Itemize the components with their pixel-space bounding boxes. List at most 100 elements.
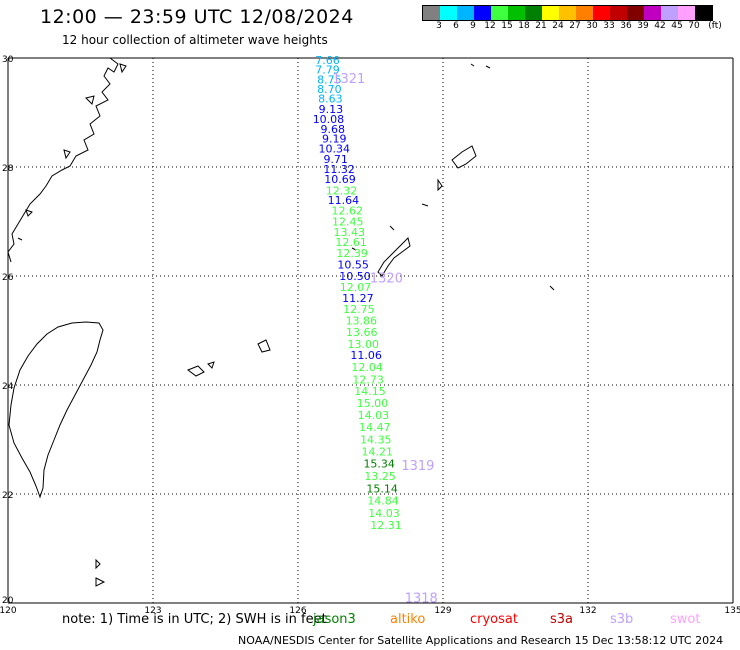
color-scale-label: 42: [654, 21, 666, 31]
color-swatch-0: [423, 6, 440, 20]
color-swatch-14: [661, 6, 678, 20]
satellite-legend-s3a: s3a: [550, 612, 574, 627]
wave-height-value: 9.71: [323, 153, 348, 166]
color-scale-label: 30: [586, 21, 598, 31]
wave-height-value: 9.13: [319, 103, 344, 116]
wave-height-value: 10.50: [339, 270, 371, 283]
small-islets: [95, 63, 555, 587]
lat-tick-label: 30: [2, 55, 14, 65]
color-scale-label: 39: [637, 21, 649, 31]
color-scale-label: 9: [470, 21, 476, 31]
wave-height-value: 12.62: [332, 205, 364, 218]
color-scale-label: 15: [501, 21, 513, 31]
wave-height-value: 12.07: [340, 281, 372, 294]
taiwan-coastline: [8, 321, 104, 499]
wave-height-value: 14.84: [367, 495, 399, 508]
satellite-legend-altiko: altiko: [390, 612, 426, 627]
satellite-legend-s3b: s3b: [610, 612, 634, 627]
color-swatch-4: [491, 6, 508, 20]
wave-height-value: 8.63: [318, 92, 343, 105]
wave-height-value: 13.25: [364, 470, 396, 483]
wave-height-value: 13.86: [346, 315, 378, 328]
color-scale-label: 3: [436, 21, 442, 31]
pass-id-label: 1320: [370, 272, 403, 287]
graticule: [7, 57, 734, 604]
axis-labels: 120 123 126 129 132 135 30 28 26 24 22 20: [0, 55, 740, 616]
lon-tick-label: 132: [579, 606, 596, 616]
china-coast-islets: [17, 63, 127, 241]
coastlines: [7, 57, 555, 587]
lon-tick-label: 120: [0, 606, 17, 616]
color-scale-label: 12: [484, 21, 496, 31]
color-swatch-13: [644, 6, 661, 20]
color-scale-label: 27: [569, 21, 581, 31]
wave-height-value: 12.31: [370, 519, 402, 532]
color-scale-label: 24: [552, 21, 564, 31]
wave-height-value: 12.32: [326, 184, 358, 197]
color-swatch-11: [610, 6, 627, 20]
wave-height-value: 14.21: [362, 445, 394, 458]
wave-height-value: 10.34: [319, 142, 351, 155]
wave-height-value: 13.00: [348, 338, 380, 351]
color-swatch-7: [542, 6, 559, 20]
wave-height-value: 14.03: [368, 507, 400, 520]
color-scale-label: 6: [453, 21, 459, 31]
wave-height-value: 14.15: [354, 385, 386, 398]
wave-height-value: 11.32: [323, 163, 355, 176]
satellite-legend-swot: swot: [670, 612, 701, 627]
color-scale-label: 45: [671, 21, 683, 31]
wave-height-value: 8.75: [317, 73, 342, 86]
wave-height-value: 10.69: [324, 173, 356, 186]
pass-id-label: 1318: [405, 592, 438, 607]
pass-id-label: 1319: [401, 459, 434, 474]
color-scale-label: 18: [518, 21, 530, 31]
wave-height-observations: 7.667.798.758.708.639.1310.089.689.1910.…: [313, 54, 402, 532]
credit-line: NOAA/NESDIS Center for Satellite Applica…: [238, 634, 724, 647]
wave-height-value: 8.70: [317, 83, 342, 96]
color-scale-bar: [422, 5, 713, 21]
wave-height-value: 14.03: [358, 409, 390, 422]
china-coastline: [7, 57, 119, 263]
wave-height-value: 15.34: [363, 457, 395, 470]
pass-ids: 1321 1320 1319 1318: [332, 72, 438, 606]
lat-tick-label: 24: [2, 382, 14, 392]
map-title: 12:00 — 23:59 UTC 12/08/2024: [40, 6, 354, 28]
wave-height-value: 14.47: [359, 421, 391, 434]
lat-tick-label: 28: [2, 164, 14, 174]
satellite-legend-cryosat: cryosat: [470, 612, 518, 627]
map-subtitle: 12 hour collection of altimeter wave hei…: [62, 33, 328, 47]
lon-tick-label: 123: [144, 606, 161, 616]
color-scale-label: (ft): [708, 21, 722, 31]
lon-tick-label: 129: [434, 606, 451, 616]
color-scale-label: 36: [620, 21, 632, 31]
wave-height-value: 7.66: [315, 54, 340, 67]
wave-height-value: 11.27: [342, 292, 374, 305]
wave-height-value: 15.14: [366, 483, 398, 496]
color-swatch-3: [474, 6, 491, 20]
color-swatch-5: [508, 6, 525, 20]
color-swatch-15: [678, 6, 695, 20]
color-swatch-16: [695, 6, 712, 20]
color-swatch-1: [440, 6, 457, 20]
lon-tick-label: 135: [724, 606, 740, 616]
wave-height-value: 9.19: [322, 133, 347, 146]
color-scale-label: 70: [688, 21, 700, 31]
color-swatch-12: [627, 6, 644, 20]
lon-tick-label: 126: [289, 606, 306, 616]
color-swatch-9: [576, 6, 593, 20]
footnote: note: 1) Time is in UTC; 2) SWH is in fe…: [62, 612, 327, 627]
color-scale-label: 33: [603, 21, 615, 31]
wave-height-value: 12.45: [332, 216, 364, 229]
wave-height-value: 13.66: [346, 326, 378, 339]
wave-height-value: 11.64: [328, 194, 360, 207]
wave-height-value: 15.00: [357, 397, 389, 410]
satellite-legend-jason3: jason3: [313, 612, 356, 627]
lat-tick-label: 20: [2, 596, 14, 606]
wave-height-value: 13.43: [333, 226, 365, 239]
wave-height-value: 12.61: [335, 236, 367, 249]
wave-height-value: 10.55: [337, 259, 369, 272]
wave-height-value: 10.08: [313, 113, 345, 126]
wave-height-value: 12.73: [352, 374, 384, 387]
color-swatch-6: [525, 6, 542, 20]
